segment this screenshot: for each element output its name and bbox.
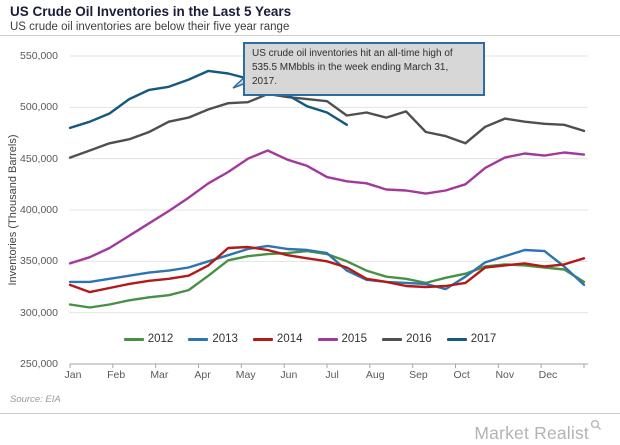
legend-label-2015: 2015 xyxy=(341,333,368,345)
top-divider xyxy=(0,35,620,36)
x-tick-label-apr: Apr xyxy=(194,369,211,381)
series-line-2014 xyxy=(68,245,586,294)
y-tick-label: 400,000 xyxy=(20,204,58,216)
annotation-callout: US crude oil inventories hit an all-time… xyxy=(243,42,485,96)
brand-logo-text: Market Realist xyxy=(474,423,589,443)
legend-swatch-2016 xyxy=(382,337,403,341)
series-line-2015 xyxy=(68,149,586,265)
x-tick-label-jun: Jun xyxy=(280,369,298,381)
source-note: Source: EIA xyxy=(10,394,61,405)
legend-item-2013: 2013 xyxy=(188,333,238,345)
legend-label-2016: 2016 xyxy=(406,333,432,345)
legend-label-2014: 2014 xyxy=(276,333,303,345)
y-tick-label: 350,000 xyxy=(20,255,58,268)
y-tick-label: 250,000 xyxy=(20,358,58,370)
series-line-2013 xyxy=(68,244,586,291)
y-tick-label: 550,000 xyxy=(20,50,58,62)
x-tick-label-sep: Sep xyxy=(409,369,428,381)
legend-swatch-2017 xyxy=(446,337,467,341)
y-tick-label: 300,000 xyxy=(20,306,58,319)
legend-swatch-2015 xyxy=(317,337,338,341)
bottom-divider xyxy=(0,413,620,414)
x-tick-label-oct: Oct xyxy=(453,369,470,381)
series-line-2016 xyxy=(68,92,586,159)
chart-legend: 2012 2013 2014 2015 2016 2017 xyxy=(0,333,620,345)
series-line-2012 xyxy=(68,249,586,309)
legend-label-2012: 2012 xyxy=(147,333,174,345)
legend-swatch-2014 xyxy=(252,337,273,341)
x-tick-label-may: May xyxy=(235,369,256,381)
x-tick-label-aug: Aug xyxy=(365,369,385,381)
annotation-text: US crude oil inventories hit an all-time… xyxy=(252,48,453,88)
legend-item-2015: 2015 xyxy=(317,333,368,345)
x-tick-label-feb: Feb xyxy=(107,369,126,381)
legend-item-2017: 2017 xyxy=(446,333,497,345)
page-subtitle: US crude oil inventories are below their… xyxy=(10,21,290,33)
legend-item-2012: 2012 xyxy=(123,333,174,345)
x-tick-label-nov: Nov xyxy=(495,369,515,381)
legend-swatch-2013 xyxy=(188,337,209,341)
legend-swatch-2012 xyxy=(123,337,144,341)
magnifier-icon xyxy=(590,419,602,431)
legend-item-2014: 2014 xyxy=(252,333,303,345)
brand-logo: Market Realist xyxy=(474,419,602,444)
x-tick-label-jul: Jul xyxy=(325,369,339,381)
legend-label-2017: 2017 xyxy=(470,333,497,345)
x-tick-label-dec: Dec xyxy=(538,369,558,381)
y-tick-label: 450,000 xyxy=(20,152,58,165)
series-line-2017 xyxy=(68,69,348,130)
x-tick-label-jan: Jan xyxy=(64,369,82,381)
x-tick-label-mar: Mar xyxy=(150,369,169,381)
legend-item-2016: 2016 xyxy=(382,333,432,345)
page-title: US Crude Oil Inventories in the Last 5 Y… xyxy=(10,4,292,19)
legend-label-2013: 2013 xyxy=(212,333,238,345)
y-tick-label: 500,000 xyxy=(20,101,58,114)
